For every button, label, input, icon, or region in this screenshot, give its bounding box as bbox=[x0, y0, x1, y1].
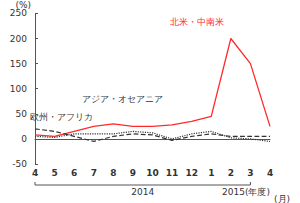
svg-text:100: 100 bbox=[10, 84, 27, 94]
svg-text:欧州・アフリカ: 欧州・アフリカ bbox=[30, 112, 93, 122]
svg-text:10: 10 bbox=[146, 168, 159, 178]
svg-text:11: 11 bbox=[166, 168, 179, 178]
svg-text:12: 12 bbox=[185, 168, 198, 178]
svg-text:150: 150 bbox=[10, 59, 27, 69]
svg-text:北米・中南米: 北米・中南米 bbox=[170, 17, 224, 27]
svg-text:2015(年度): 2015(年度) bbox=[222, 187, 270, 197]
svg-text:8: 8 bbox=[110, 168, 116, 178]
svg-text:2014: 2014 bbox=[131, 187, 154, 197]
svg-text:6: 6 bbox=[71, 168, 77, 178]
svg-text:3: 3 bbox=[247, 168, 253, 178]
svg-text:200: 200 bbox=[10, 34, 27, 44]
svg-text:9: 9 bbox=[130, 168, 136, 178]
svg-text:4: 4 bbox=[32, 168, 38, 178]
svg-text:7: 7 bbox=[91, 168, 97, 178]
svg-text:4: 4 bbox=[267, 168, 273, 178]
svg-text:-50: -50 bbox=[12, 159, 27, 169]
svg-text:250: 250 bbox=[10, 8, 27, 18]
svg-text:アジア・オセアニア: アジア・オセアニア bbox=[82, 94, 163, 104]
svg-text:50: 50 bbox=[16, 109, 28, 119]
svg-text:2: 2 bbox=[228, 168, 234, 178]
svg-text:5: 5 bbox=[51, 168, 57, 178]
svg-text:0: 0 bbox=[21, 134, 27, 144]
svg-text:(月): (月) bbox=[274, 194, 290, 203]
svg-text:1: 1 bbox=[208, 168, 214, 178]
